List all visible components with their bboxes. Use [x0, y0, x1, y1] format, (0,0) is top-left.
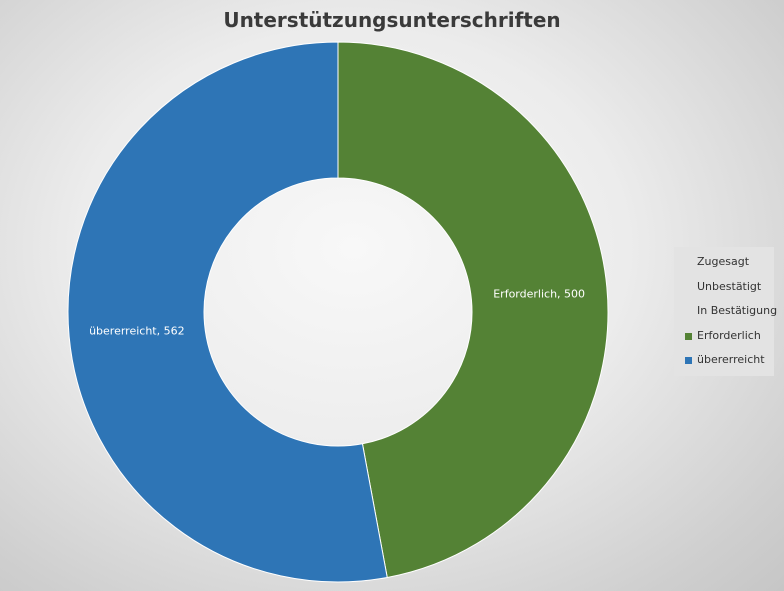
slice-erforderlich — [337, 41, 609, 579]
legend-item-uebererreicht: übererreicht — [685, 353, 774, 378]
legend-swatch — [685, 332, 692, 340]
legend-label: In Bestätigung — [697, 304, 778, 317]
legend-swatch — [685, 308, 692, 315]
legend-swatch — [685, 259, 692, 266]
legend-item-zugesagt: Zugesagt — [685, 255, 774, 280]
legend-swatch — [685, 357, 692, 364]
legend-label: übererreicht — [697, 353, 765, 366]
slice-uebererreicht — [67, 41, 388, 583]
legend-item-in-bestaetigung: In Bestätigung — [685, 304, 778, 329]
chart-title: Unterstützungsunterschriften — [223, 8, 561, 32]
data-label-erforderlich: Erforderlich, 500 — [493, 288, 585, 301]
legend-swatch — [685, 284, 692, 291]
legend-item-unbestaetigt: Unbestätigt — [685, 280, 774, 305]
data-label-uebererreicht: übererreicht, 562 — [89, 324, 185, 337]
legend: Zugesagt Unbestätigt In Bestätigung Erforde… — [674, 247, 778, 378]
legend-label: Zugesagt — [697, 255, 750, 268]
legend-label: Unbestätigt — [697, 279, 762, 293]
legend-item-erforderlich: Erforderlich — [685, 329, 774, 354]
legend-label: Erforderlich — [697, 328, 761, 342]
